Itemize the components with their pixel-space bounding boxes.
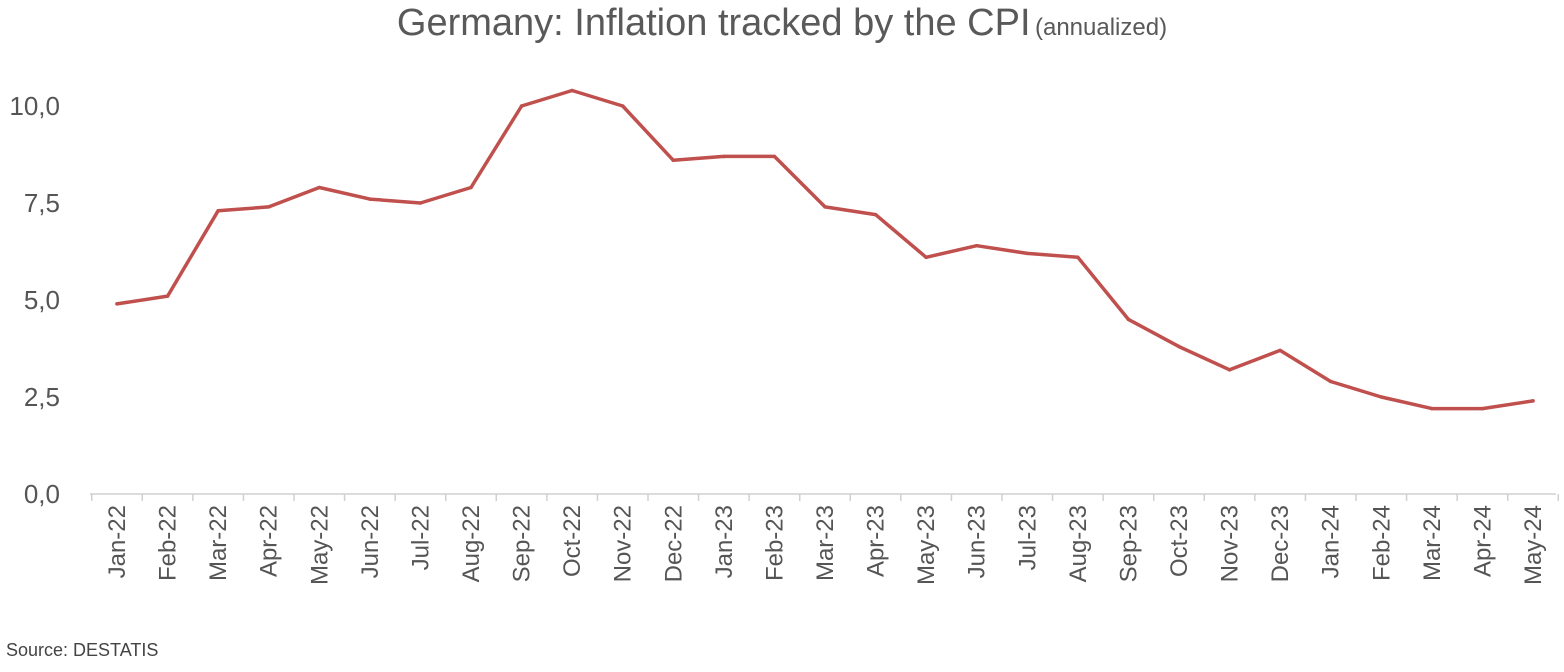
x-tick-label: Jun-23 — [964, 505, 991, 578]
data-point — [266, 205, 271, 209]
data-point — [1379, 395, 1384, 399]
data-point — [1278, 348, 1282, 353]
y-tick-label: 2,5 — [24, 382, 60, 412]
data-point — [368, 197, 372, 201]
chart-subtitle: (annualized) — [1034, 14, 1168, 41]
x-tick-label: Apr-22 — [256, 505, 283, 577]
x-tick-label: Dec-22 — [660, 505, 687, 582]
data-point — [772, 154, 777, 159]
data-point — [1531, 399, 1535, 403]
data-point — [974, 243, 979, 248]
x-tick-label: Dec-23 — [1267, 505, 1294, 582]
x-tick-label: Oct-22 — [559, 505, 586, 577]
data-point — [1480, 406, 1485, 411]
data-point — [1328, 379, 1333, 384]
data-point — [620, 104, 625, 108]
data-point — [1177, 344, 1181, 349]
line-chart: 0,0 2,5 5,0 7,5 10,0 Jan-22 Feb-22 Mar-22 Apr-2… — [9, 88, 1560, 585]
x-tick-label: Aug-22 — [458, 505, 485, 582]
x-tick-label: Oct-23 — [1166, 505, 1193, 577]
data-point — [924, 255, 928, 260]
data-point — [1025, 251, 1030, 256]
chart-title: Germany: Inflation tracked by the CPI (a… — [0, 2, 1564, 45]
y-axis-labels: 0,0 2,5 5,0 7,5 10,0 — [9, 91, 60, 509]
data-point — [671, 158, 676, 163]
data-point — [317, 185, 322, 190]
data-point — [722, 154, 726, 159]
x-tick-label: Nov-23 — [1217, 505, 1244, 582]
x-tick-label: Jul-23 — [1014, 505, 1041, 570]
data-point — [823, 205, 827, 209]
y-tick-label: 5,0 — [24, 285, 60, 315]
data-point — [165, 294, 170, 298]
data-point — [115, 302, 119, 306]
x-tick-label: Apr-24 — [1469, 505, 1496, 577]
x-tick-label: Jul-22 — [407, 505, 434, 570]
x-tick-label: May-23 — [913, 505, 940, 585]
data-point — [469, 185, 473, 190]
x-tick-label: Mar-22 — [205, 505, 232, 581]
x-axis-labels: Jan-22 Feb-22 Mar-22 Apr-22 May-22 Jun-22 Jul-… — [104, 505, 1547, 585]
data-point — [1076, 255, 1080, 260]
data-point — [1227, 368, 1232, 372]
y-tick-label: 7,5 — [24, 188, 60, 218]
x-tick-label: Feb-22 — [155, 505, 182, 581]
x-tick-label: Feb-24 — [1368, 505, 1395, 581]
x-tick-label: Jun-22 — [357, 505, 384, 578]
x-tick-label: Mar-23 — [812, 505, 839, 581]
y-tick-label: 0,0 — [24, 479, 60, 509]
x-tick-label: Aug-23 — [1065, 505, 1092, 582]
x-tick-label: May-24 — [1520, 505, 1547, 585]
data-point — [873, 212, 878, 217]
x-tick-label: Sep-23 — [1115, 505, 1142, 582]
series-line-cpi — [115, 88, 1535, 411]
x-tick-label: Nov-22 — [610, 505, 637, 582]
data-point — [519, 104, 524, 108]
chart-title-main: Germany: Inflation tracked by the CPI — [396, 2, 1031, 44]
y-tick-label: 10,0 — [9, 91, 60, 121]
x-tick-label: Mar-24 — [1419, 505, 1446, 581]
data-point — [418, 201, 423, 205]
data-point — [1430, 406, 1434, 411]
data-point — [1126, 317, 1131, 322]
x-tick-label: May-22 — [306, 505, 333, 585]
x-tick-label: Apr-23 — [863, 505, 890, 577]
x-tick-label: Jan-24 — [1318, 505, 1345, 578]
x-axis-tick-marks — [90, 494, 1560, 501]
data-points — [115, 88, 1535, 411]
x-tick-label: Jan-23 — [711, 505, 738, 578]
data-point — [570, 88, 574, 93]
x-tick-label: Feb-23 — [761, 505, 788, 581]
x-tick-label: Jan-22 — [104, 505, 131, 578]
data-point — [216, 209, 220, 213]
x-tick-label: Sep-22 — [509, 505, 536, 582]
source-note: Source: DESTATIS — [6, 640, 159, 660]
